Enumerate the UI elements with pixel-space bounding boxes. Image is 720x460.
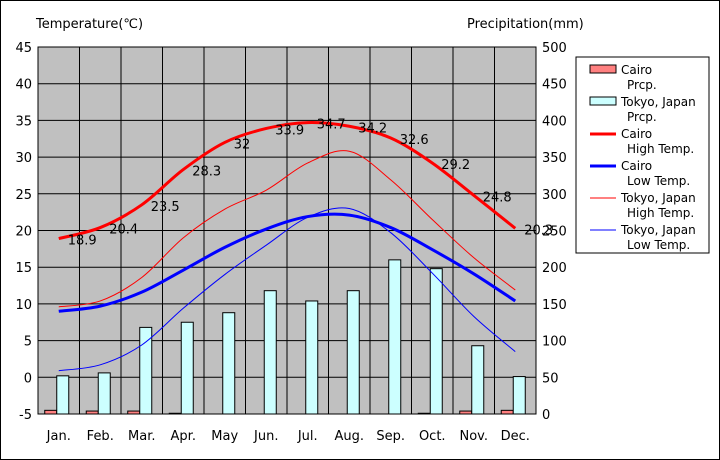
precip-bar <box>459 410 473 415</box>
legend-label: Low Temp. <box>627 238 690 252</box>
precip-bar <box>139 326 153 415</box>
grid-lines <box>38 47 536 414</box>
right-tick-label: 500 <box>542 41 567 56</box>
x-tick-label: Dec. <box>501 429 530 444</box>
data-label: 32.6 <box>400 133 429 148</box>
x-tick-label: Mar. <box>128 429 155 444</box>
legend-label: High Temp. <box>627 142 694 156</box>
left-tick-label: -5 <box>19 408 32 423</box>
left-tick-label: 35 <box>15 114 32 129</box>
data-label: 18.9 <box>68 234 97 249</box>
right-tick-label: 450 <box>542 78 567 93</box>
left-tick-label: 45 <box>15 41 32 56</box>
right-tick-label: 300 <box>542 188 567 203</box>
line-series <box>58 121 517 372</box>
legend-swatch <box>589 64 617 74</box>
left-tick-label: 5 <box>24 335 32 350</box>
x-tick-label: Jun. <box>253 429 278 444</box>
precip-bar <box>56 375 70 415</box>
x-axis-ticks: Jan. Feb. Mar. Apr. May Jun. Jul. Aug. Sep. Oct. N… <box>46 429 530 444</box>
precip-bar <box>346 290 360 415</box>
precip-bar <box>429 268 443 415</box>
x-tick-label: Sep. <box>376 429 405 444</box>
right-axis-title: Precipitation(mm) <box>467 17 584 32</box>
legend-label: Cairo <box>621 63 652 77</box>
right-tick-label: 50 <box>542 371 559 386</box>
left-tick-label: 20 <box>15 225 32 240</box>
data-label: 24.8 <box>483 190 512 205</box>
x-tick-label: May <box>211 429 238 444</box>
right-tick-label: 250 <box>542 225 567 240</box>
precip-bar <box>180 321 194 415</box>
x-tick-label: Jul. <box>297 429 318 444</box>
legend-swatch <box>589 96 617 106</box>
temperature-line <box>58 212 517 313</box>
precip-bar <box>388 259 402 415</box>
data-label: 29.2 <box>441 158 470 173</box>
legend-label: Cairo <box>621 127 652 141</box>
legend-label: Tokyo, Japan <box>620 95 696 109</box>
data-labels: 18.9 20.4 23.5 28.3 32 33.9 34.7 34.2 32.6 29.2 24… <box>68 118 553 249</box>
left-tick-label: 30 <box>15 151 32 166</box>
precip-bar <box>168 412 182 415</box>
left-axis-title: Temperature(℃) <box>35 17 143 32</box>
precip-bar <box>263 290 277 415</box>
precip-bar <box>500 409 514 415</box>
precip-bar <box>127 410 141 415</box>
precip-bar <box>97 372 111 415</box>
precip-bar <box>471 345 485 415</box>
left-tick-label: 40 <box>15 78 32 93</box>
precip-bar <box>305 300 319 415</box>
temperature-line <box>58 150 516 308</box>
left-tick-label: 10 <box>15 298 32 313</box>
precip-bar <box>85 410 99 415</box>
legend-label: High Temp. <box>627 206 694 220</box>
left-tick-label: 15 <box>15 261 32 276</box>
right-tick-label: 400 <box>542 114 567 129</box>
x-tick-label: Oct. <box>419 429 446 444</box>
left-tick-label: 25 <box>15 188 32 203</box>
precip-bar <box>512 376 526 415</box>
data-label: 23.5 <box>151 200 180 215</box>
left-axis-ticks: -5 0 5 10 15 20 25 30 35 40 45 <box>15 41 32 423</box>
precip-bar <box>417 412 431 415</box>
temperature-line <box>58 207 516 372</box>
precip-bar <box>222 312 236 415</box>
right-tick-label: 100 <box>542 335 567 350</box>
data-label: 33.9 <box>275 123 304 138</box>
legend-label: Tokyo, Japan <box>620 223 696 237</box>
legend-label: Prcp. <box>627 110 657 124</box>
legend-label: Low Temp. <box>627 174 690 188</box>
x-tick-label: Jan. <box>46 429 71 444</box>
legend-label: Tokyo, Japan <box>620 191 696 205</box>
data-label: 20.4 <box>109 223 138 238</box>
temperature-line <box>58 121 517 241</box>
x-tick-label: Feb. <box>87 429 114 444</box>
right-tick-label: 150 <box>542 298 567 313</box>
right-tick-label: 200 <box>542 261 567 276</box>
data-label: 32 <box>234 137 251 152</box>
right-tick-label: 350 <box>542 151 567 166</box>
legend-label: Prcp. <box>627 78 657 92</box>
x-tick-label: Nov. <box>460 429 489 444</box>
data-label: 28.3 <box>192 165 221 180</box>
legend-box <box>575 56 710 254</box>
x-tick-label: Apr. <box>171 429 196 444</box>
right-tick-label: 0 <box>542 408 550 423</box>
bar-series <box>44 259 526 415</box>
right-axis-ticks: 0 50 100 150 200 250 300 350 400 450 500 <box>542 41 567 423</box>
precip-bar <box>44 409 58 415</box>
data-label: 34.2 <box>358 121 387 136</box>
data-label: 34.7 <box>317 118 346 133</box>
data-label: 20.3 <box>524 223 553 238</box>
left-tick-label: 0 <box>24 371 32 386</box>
legend-label: Cairo <box>621 159 652 173</box>
x-tick-label: Aug. <box>334 429 364 444</box>
